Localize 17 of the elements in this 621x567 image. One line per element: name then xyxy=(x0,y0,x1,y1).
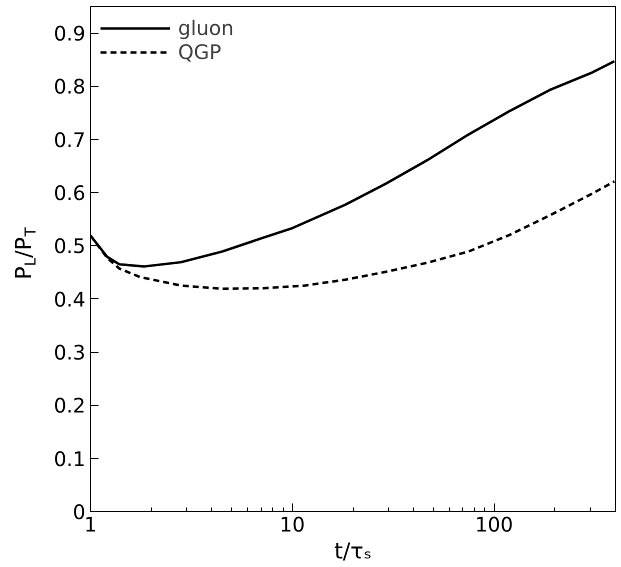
legend-label: QGP xyxy=(178,40,222,64)
y-tick-label: 0.6 xyxy=(54,181,86,206)
x-tick-label: 10 xyxy=(280,512,305,536)
y-axis-title: PL/PT xyxy=(12,226,40,280)
y-tick-label: 0.8 xyxy=(54,74,86,99)
y-tick-label: 0.2 xyxy=(54,394,86,418)
y-tick-label: 0.7 xyxy=(54,128,86,152)
y-tick-label: 0.5 xyxy=(54,234,86,258)
x-tick-label: 100 xyxy=(474,512,514,536)
y-tick-label: 0.1 xyxy=(54,446,86,471)
x-axis-title: t/τₛ xyxy=(334,540,372,564)
y-tick-label: 0.4 xyxy=(54,287,86,312)
y-tick-label: 0 xyxy=(72,500,86,524)
legend-label: gluon xyxy=(178,16,234,40)
x-tick-label: 1 xyxy=(84,512,97,536)
y-tick-label: 0.9 xyxy=(54,22,86,46)
y-tick-label: 0.3 xyxy=(54,340,86,365)
